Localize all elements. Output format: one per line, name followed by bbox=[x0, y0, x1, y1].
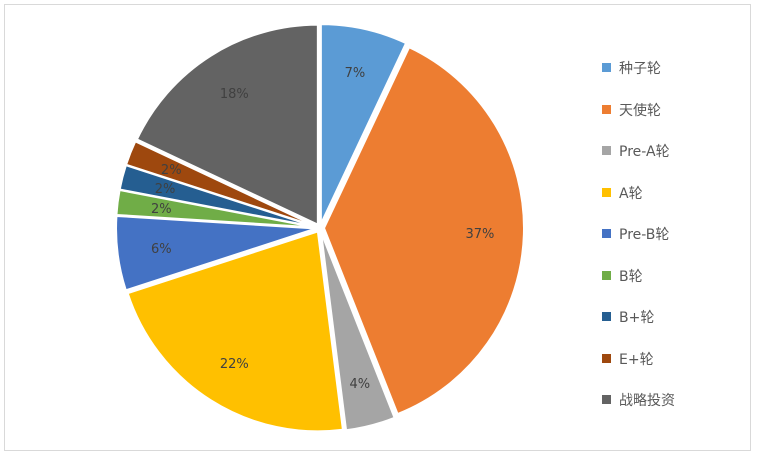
legend-swatch bbox=[602, 353, 611, 363]
slice-label-6: 2% bbox=[155, 182, 176, 197]
legend-label: 战略投资 bbox=[619, 393, 675, 409]
legend-item: B轮 bbox=[602, 266, 675, 308]
slice-label-5: 2% bbox=[151, 202, 172, 217]
legend: 种子轮天使轮 Pre-A轮 A轮 Pre-B轮 B轮 B+轮 E+轮战略投资 bbox=[602, 58, 675, 432]
legend-swatch bbox=[602, 312, 611, 321]
legend-label: A轮 bbox=[619, 185, 643, 202]
legend-label: E+轮 bbox=[619, 351, 654, 368]
legend-item: 天使轮 bbox=[602, 100, 675, 142]
legend-swatch bbox=[602, 229, 611, 238]
pie-slice-7 bbox=[124, 140, 317, 228]
legend-item: B+轮 bbox=[602, 307, 675, 349]
pie-slice-4 bbox=[115, 214, 317, 292]
legend-swatch bbox=[602, 104, 611, 114]
legend-swatch bbox=[602, 146, 611, 155]
pie-slice-8 bbox=[135, 23, 319, 227]
legend-item: Pre-A轮 bbox=[602, 141, 675, 183]
legend-swatch bbox=[602, 270, 611, 280]
legend-item: E+轮 bbox=[602, 349, 675, 391]
slice-label-8: 18% bbox=[220, 87, 249, 102]
slice-label-4: 6% bbox=[151, 242, 172, 257]
pie-slice-2 bbox=[320, 231, 396, 432]
legend-label: Pre-A轮 bbox=[619, 144, 670, 160]
legend-swatch bbox=[602, 63, 611, 72]
slice-label-3: 22% bbox=[220, 357, 249, 372]
legend-item: 战略投资 bbox=[602, 390, 675, 432]
legend-swatch bbox=[602, 395, 611, 404]
slice-label-1: 37% bbox=[465, 227, 494, 242]
legend-item: 种子轮 bbox=[602, 58, 675, 100]
legend-item: Pre-B轮 bbox=[602, 224, 675, 266]
pie-slice-1 bbox=[322, 45, 525, 416]
pie-slice-0 bbox=[319, 23, 408, 225]
legend-label: B轮 bbox=[619, 268, 643, 285]
slice-label-0: 7% bbox=[345, 66, 366, 81]
slice-label-7: 2% bbox=[161, 163, 182, 178]
legend-label: 天使轮 bbox=[619, 102, 661, 119]
pie-slice-3 bbox=[126, 230, 345, 433]
legend-swatch bbox=[602, 187, 611, 197]
slice-label-2: 4% bbox=[349, 377, 370, 392]
legend-label: Pre-B轮 bbox=[619, 227, 670, 243]
legend-item: A轮 bbox=[602, 183, 675, 225]
legend-label: B+轮 bbox=[619, 310, 655, 326]
legend-label: 种子轮 bbox=[619, 61, 661, 77]
